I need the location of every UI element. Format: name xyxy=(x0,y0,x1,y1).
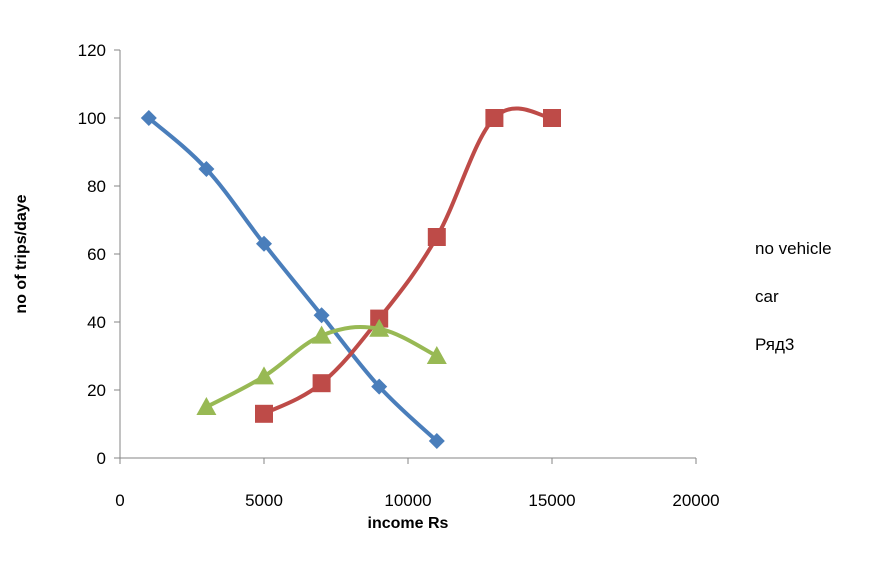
series-layer xyxy=(140,106,561,449)
y-tick-label: 80 xyxy=(87,177,106,196)
legend-entry: no vehicle xyxy=(755,239,832,258)
series-1-point xyxy=(313,307,330,324)
x-tick-label: 5000 xyxy=(245,491,283,510)
series-3-point xyxy=(254,366,274,385)
series-3-point xyxy=(426,346,447,364)
x-axis-title: income Rs xyxy=(368,515,449,532)
series-2-line xyxy=(262,106,554,416)
x-tick-label: 15000 xyxy=(528,491,575,510)
y-tick-label: 100 xyxy=(78,109,106,128)
y-tick-label: 0 xyxy=(97,449,106,468)
series-2-point xyxy=(485,109,504,127)
series-1-point xyxy=(371,378,388,395)
y-axis-ticks: 0 20 40 60 80 100 120 xyxy=(78,41,120,468)
x-axis-ticks: 0 5000 10000 15000 20000 xyxy=(115,458,720,510)
series-1-point xyxy=(256,235,272,252)
plot-area: 0 20 40 60 80 100 120 0 5000 10000 15000 20000 xyxy=(78,41,720,510)
x-tick-label: 10000 xyxy=(384,491,431,510)
series-2-point xyxy=(543,109,561,127)
y-tick-label: 20 xyxy=(87,381,106,400)
series-2-point xyxy=(427,228,446,246)
series-2-point xyxy=(255,404,273,423)
y-tick-label: 120 xyxy=(78,41,106,60)
series-2-point xyxy=(312,374,331,393)
series-1-point xyxy=(428,433,445,449)
series-3-point xyxy=(369,318,390,337)
y-tick-label: 40 xyxy=(87,313,106,332)
legend-entry: Ряд3 xyxy=(755,335,794,354)
series-3-point xyxy=(311,325,332,344)
y-axis-title: no of trips/daye xyxy=(13,194,30,313)
x-tick-label: 0 xyxy=(115,491,124,510)
series-2-point xyxy=(370,309,389,328)
series-3-point xyxy=(196,397,217,415)
series-1-line xyxy=(146,116,439,443)
legend-entry: car xyxy=(755,287,779,306)
series-1 xyxy=(140,110,445,449)
legend: no vehicle car Ряд3 xyxy=(755,239,832,354)
series-2 xyxy=(255,106,561,423)
series-1-point xyxy=(198,161,215,177)
y-tick-label: 60 xyxy=(87,245,106,264)
series-1-point xyxy=(140,110,157,126)
series-3 xyxy=(196,318,447,415)
x-tick-label: 20000 xyxy=(672,491,719,510)
